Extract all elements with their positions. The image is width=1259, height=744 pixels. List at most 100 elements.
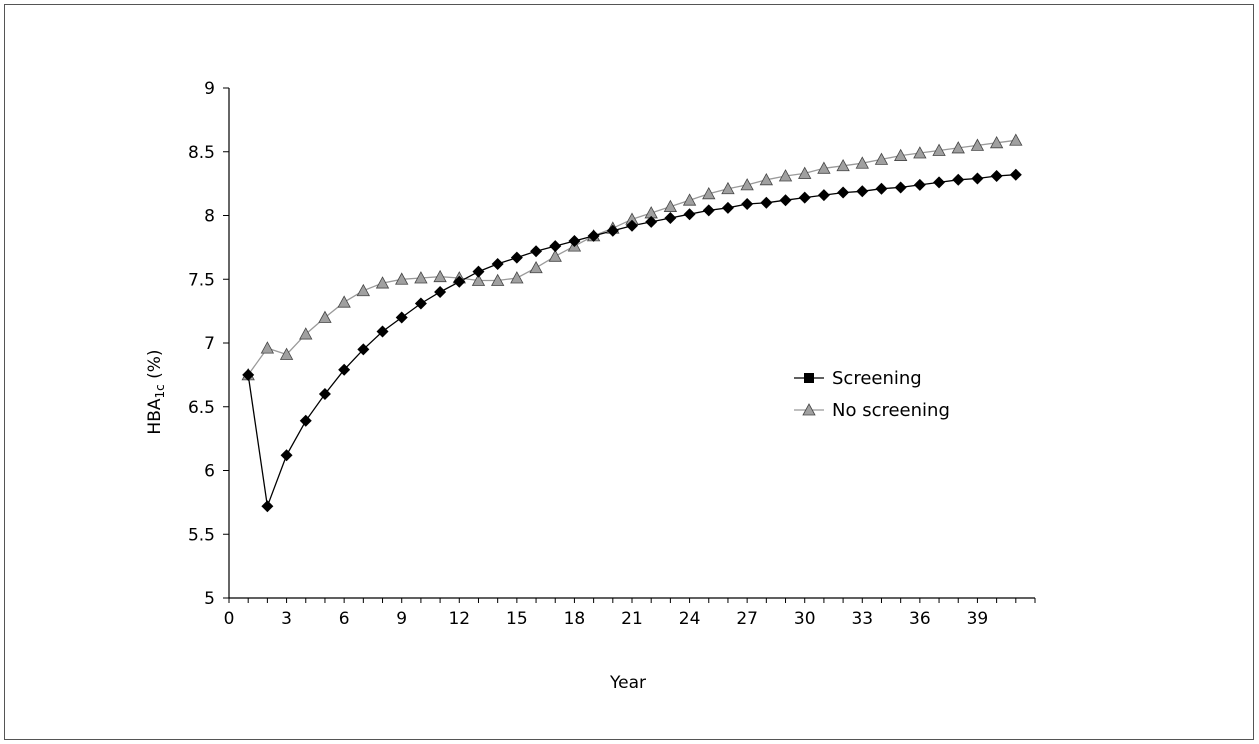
data-point-no-screening xyxy=(318,310,332,323)
y-tick-label: 5.5 xyxy=(188,525,215,545)
y-tick-label: 6 xyxy=(204,462,215,482)
data-point-screening xyxy=(568,235,581,247)
data-point-screening xyxy=(606,224,619,237)
data-point-no-screening xyxy=(490,273,505,286)
data-point-no-screening xyxy=(874,152,889,165)
data-point-screening xyxy=(760,196,773,209)
x-tick-label: 21 xyxy=(621,609,643,629)
legend-marker-no-screening xyxy=(802,403,816,416)
x-axis-label: Year xyxy=(609,673,646,693)
x-tick-label: 36 xyxy=(909,609,931,629)
x-tick-label: 9 xyxy=(396,609,407,629)
data-point-no-screening xyxy=(970,138,985,151)
x-tick-label: 0 xyxy=(224,609,235,629)
data-point-screening xyxy=(664,212,677,225)
data-point-screening xyxy=(414,297,427,310)
x-axis-ticks: 0 3 6 9 12 15 18 21 24 27 30 33 36 39 xyxy=(224,598,1036,629)
legend: Screening No screening xyxy=(794,368,950,421)
data-point-no-screening xyxy=(356,283,371,297)
data-point-no-screening xyxy=(817,161,831,174)
x-tick-label: 33 xyxy=(851,609,873,629)
data-point-no-screening xyxy=(414,271,428,284)
x-tick-label: 6 xyxy=(339,609,350,629)
data-point-screening xyxy=(894,181,907,194)
data-point-screening xyxy=(626,219,638,232)
x-tick-label: 15 xyxy=(506,609,528,629)
y-axis-label-main: HBA xyxy=(145,398,165,434)
data-point-screening xyxy=(530,245,543,258)
data-point-screening xyxy=(702,204,715,217)
data-point-no-screening xyxy=(855,156,869,169)
data-point-no-screening xyxy=(260,341,275,354)
data-point-no-screening xyxy=(740,178,754,191)
x-tick-label: 24 xyxy=(679,609,701,629)
y-tick-label: 6.5 xyxy=(188,398,215,418)
axes xyxy=(228,88,1035,599)
data-point-screening xyxy=(990,169,1003,182)
data-point-no-screening xyxy=(529,260,543,274)
chart-frame xyxy=(4,4,1254,740)
data-point-no-screening xyxy=(778,169,793,182)
series-lines xyxy=(247,139,1016,507)
data-point-screening xyxy=(913,178,926,191)
data-point-screening xyxy=(376,325,389,338)
data-point-no-screening xyxy=(721,181,735,195)
data-point-screening xyxy=(549,240,562,253)
data-point-no-screening xyxy=(395,272,409,285)
data-point-screening xyxy=(395,311,408,324)
y-axis-label-subscript: 1c xyxy=(153,384,167,398)
data-point-screening xyxy=(299,414,312,427)
data-point-no-screening xyxy=(893,148,908,161)
data-point-no-screening xyxy=(798,166,812,179)
data-point-screening xyxy=(1009,168,1022,181)
data-point-no-screening xyxy=(471,273,486,286)
legend-item-no-screening: No screening xyxy=(794,400,950,421)
data-point-screening xyxy=(261,500,274,513)
data-point-no-screening xyxy=(932,143,946,156)
data-point-screening xyxy=(683,208,696,221)
y-axis-label-suffix: (%) xyxy=(145,349,165,384)
data-point-screening xyxy=(242,368,255,381)
data-point-screening xyxy=(875,182,888,195)
data-point-no-screening xyxy=(989,135,1004,149)
legend-marker-screening xyxy=(804,373,814,383)
data-point-screening xyxy=(491,257,504,270)
data-point-screening xyxy=(472,265,485,278)
data-point-screening xyxy=(856,185,869,198)
data-point-no-screening xyxy=(375,276,390,289)
y-axis-ticks: 5 5.5 6 6.5 7 7.5 8 8.5 9 xyxy=(188,79,229,609)
series-markers xyxy=(241,133,1023,513)
data-point-no-screening xyxy=(279,347,294,360)
data-point-no-screening xyxy=(299,327,313,340)
data-point-no-screening xyxy=(951,141,965,154)
data-point-screening xyxy=(971,172,984,185)
y-tick-label: 8 xyxy=(204,207,215,227)
data-point-screening xyxy=(741,198,754,211)
data-point-screening xyxy=(779,194,792,207)
y-tick-label: 9 xyxy=(204,79,215,99)
legend-label-screening: Screening xyxy=(832,368,922,389)
data-point-screening xyxy=(798,191,811,204)
y-axis-label: HBA1c (%) xyxy=(145,349,167,434)
y-tick-label: 8.5 xyxy=(188,143,215,163)
y-tick-label: 7.5 xyxy=(188,270,215,290)
data-point-screening xyxy=(318,388,331,400)
data-point-screening xyxy=(721,201,734,214)
data-point-screening xyxy=(280,449,293,462)
data-point-screening xyxy=(933,176,946,189)
legend-label-no-screening: No screening xyxy=(832,400,950,421)
x-tick-label: 3 xyxy=(281,609,292,629)
data-point-screening xyxy=(817,189,830,202)
data-point-no-screening xyxy=(1009,133,1023,146)
data-point-screening xyxy=(510,251,523,264)
x-tick-label: 18 xyxy=(564,609,586,629)
data-point-no-screening xyxy=(548,249,562,262)
data-point-screening xyxy=(952,173,965,186)
data-point-no-screening xyxy=(702,186,716,200)
data-point-no-screening xyxy=(759,172,774,186)
x-tick-label: 12 xyxy=(448,609,470,629)
x-tick-label: 39 xyxy=(967,609,989,629)
data-point-no-screening xyxy=(433,269,447,283)
data-point-no-screening xyxy=(337,295,351,308)
